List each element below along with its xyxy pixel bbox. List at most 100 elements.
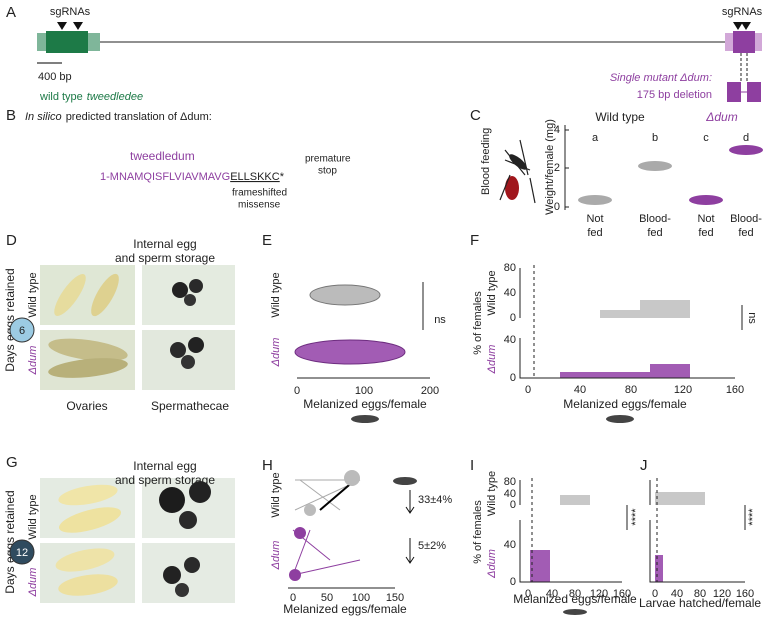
label: Days eggs retained (3, 268, 17, 371)
y-tick-label: 2 (554, 162, 560, 174)
label: 80 (625, 384, 637, 396)
label: % of females (472, 291, 484, 355)
label: Wild type (595, 110, 645, 124)
label: 40 (504, 287, 516, 299)
label: 0 (510, 372, 516, 384)
point-cloud (638, 161, 672, 171)
label: 0 (525, 588, 531, 600)
label: 0 (510, 576, 516, 588)
label: 6 (19, 325, 25, 337)
point-cloud (689, 195, 723, 205)
panel-letter: C (470, 107, 481, 124)
label: ns (434, 314, 446, 326)
label: d (743, 132, 749, 144)
label: Wild type (486, 270, 498, 315)
label: Single mutant Δdum: (610, 72, 712, 84)
label: 33±4% (418, 494, 452, 506)
label: fed (698, 227, 713, 239)
text-part: * (280, 171, 285, 183)
label: sgRNAs (722, 6, 763, 18)
label: Weight/female (mg) (544, 119, 556, 215)
panel-letter: G (6, 454, 18, 471)
label: 80 (504, 262, 516, 274)
label: missense (238, 200, 281, 211)
micrographs (40, 265, 235, 603)
label: 40 (504, 539, 516, 551)
label: 400 bp (38, 71, 72, 83)
label: Blood- (730, 213, 762, 225)
label: Blood- (639, 213, 671, 225)
label: 12 (16, 547, 28, 559)
label: Wild type (270, 272, 282, 317)
text-part: 1-MNAMQISFLVIAVMAVG (100, 171, 230, 183)
gene-diagram (37, 22, 762, 102)
label: c (703, 132, 709, 144)
label: Internal egg (133, 459, 196, 473)
axes (288, 125, 746, 589)
label: 0 (510, 312, 516, 324)
label: 100 (355, 385, 373, 397)
label: 0 (652, 588, 658, 600)
label: Δdum (705, 110, 737, 124)
label: Δdum (27, 568, 39, 598)
label: 80 (694, 588, 706, 600)
label: Internal egg (133, 237, 196, 251)
label: 0 (294, 385, 300, 397)
text-part: wild type (39, 91, 83, 103)
label: Δdum (486, 345, 498, 375)
label: 0 (290, 592, 296, 604)
label: a (592, 132, 599, 144)
label: and sperm storage (115, 251, 215, 265)
panel-letter: I (470, 457, 474, 474)
label: Wild type (270, 472, 282, 517)
label: Melanized eggs/female (563, 397, 687, 411)
point-cloud (578, 195, 612, 205)
label: 160 (726, 384, 744, 396)
panel-letter: J (640, 457, 648, 474)
label: 80 (504, 476, 516, 488)
label: Δdum (27, 346, 39, 376)
label: ns (746, 312, 758, 324)
point-cloud (729, 145, 763, 155)
label: wild type tweedledee (39, 91, 143, 103)
label: % of females (472, 500, 484, 564)
label: Wild type (486, 471, 498, 516)
label: 40 (504, 488, 516, 500)
label: In silico predicted translation of Δdum: (25, 111, 212, 123)
label: 200 (421, 385, 439, 397)
label: and sperm storage (115, 473, 215, 487)
plot-decor (289, 284, 705, 615)
text-part: tweedledee (87, 91, 143, 103)
label: stop (318, 166, 337, 177)
label: **** (630, 508, 642, 526)
label: 50 (321, 592, 333, 604)
label: **** (747, 508, 759, 526)
text-part: predicted translation of Δdum: (66, 111, 212, 123)
day-badge (9, 317, 35, 343)
panel-letter: A (6, 4, 16, 21)
panel-letter: F (470, 232, 479, 249)
label: Blood feeding (480, 128, 492, 195)
panel-letter: E (262, 232, 272, 249)
label: Δdum (270, 541, 282, 571)
label: 100 (352, 592, 370, 604)
y-tick-label: 0 (554, 201, 560, 213)
label: Melanized eggs/female (283, 602, 407, 616)
label: Δdum (270, 338, 282, 368)
label: Larvae hatched/female (639, 596, 761, 610)
label: Spermathecae (151, 399, 229, 413)
label: 160 (613, 588, 631, 600)
label: Ovaries (66, 399, 107, 413)
label: 0 (525, 384, 531, 396)
label: 175 bp deletion (637, 89, 712, 101)
label: 40 (504, 334, 516, 346)
label: 5±2% (418, 540, 446, 552)
panel-letter: D (6, 232, 17, 249)
label: premature (305, 154, 351, 165)
label: 160 (736, 588, 754, 600)
day-badge (9, 539, 35, 565)
label: 40 (546, 588, 558, 600)
label: Days eggs retained (3, 490, 17, 593)
label: Not (586, 213, 603, 225)
label: b (652, 132, 658, 144)
